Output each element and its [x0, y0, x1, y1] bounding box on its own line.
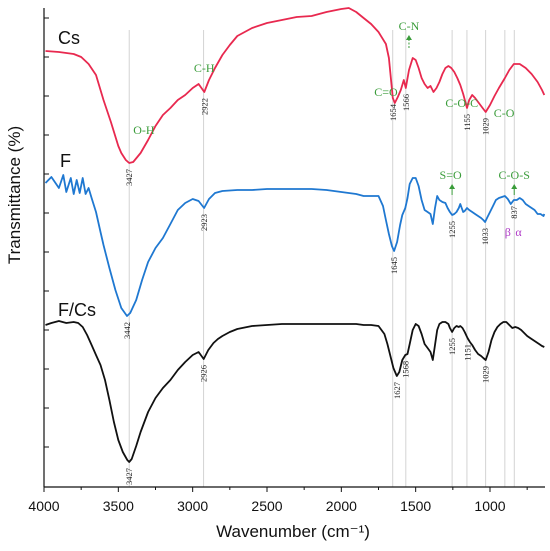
- peak-label-f-3442: 3442: [122, 322, 132, 339]
- series-label-fcs: F/Cs: [58, 300, 96, 320]
- x-tick-label-3000: 3000: [177, 498, 208, 514]
- y-axis-title: Transmittance (%): [5, 126, 24, 264]
- peak-label-f-1645: 1645: [389, 257, 399, 274]
- x-ticks: 4000 3500 3000 2500 2000 1500 1000: [28, 487, 528, 514]
- group-label-c-o-s: C-O-S: [499, 168, 530, 182]
- peak-label-f-cs-3427: 3427: [124, 468, 134, 485]
- group-label-o-h: O-H: [133, 123, 155, 137]
- greek-label-beta: β: [505, 225, 511, 239]
- group-arrowhead: [449, 184, 456, 189]
- group-arrowhead: [405, 35, 412, 40]
- peak-label-f-2923: 2923: [199, 214, 209, 231]
- group-label-c-n: C-N: [399, 19, 420, 33]
- peak-label-f-cs-1568: 1568: [401, 361, 411, 378]
- greek-label-alpha: α: [515, 225, 522, 239]
- series-label-f: F: [60, 151, 71, 171]
- peak-label-f-837: 837: [509, 206, 519, 219]
- peak-label-cs-1654: 1654: [388, 103, 398, 121]
- peak-label-f-cs-1627: 1627: [392, 382, 402, 399]
- group-label-s-o: S=O: [440, 168, 462, 182]
- peak-label-cs-3427: 3427: [124, 169, 134, 186]
- peak-label-f-cs-1029: 1029: [481, 366, 491, 383]
- x-axis-title: Wavenumber (cm⁻¹): [216, 522, 370, 541]
- peak-label-f-cs-2926: 2926: [199, 365, 209, 382]
- peak-label-cs-2922: 2922: [199, 98, 209, 115]
- group-label-c-h: C-H: [194, 61, 215, 75]
- group-label-c-o: C=O: [374, 85, 398, 99]
- x-tick-label-4000: 4000: [28, 498, 59, 514]
- peak-label-f-1033: 1033: [480, 228, 490, 245]
- peak-label-cs-1155: 1155: [462, 114, 472, 131]
- x-tick-label-1500: 1500: [400, 498, 431, 514]
- x-tick-label-2000: 2000: [326, 498, 357, 514]
- group-label-c-o: C-O: [494, 106, 515, 120]
- peak-label-cs-1029: 1029: [481, 118, 491, 135]
- x-tick-label-1000: 1000: [474, 498, 505, 514]
- y-tick-marks: [44, 17, 49, 448]
- peak-label-f-cs-1255: 1255: [447, 338, 457, 355]
- series-line-f: [44, 174, 546, 317]
- series-line-cs: [45, 7, 546, 164]
- axes: [43, 8, 545, 488]
- series-label-cs: Cs: [58, 28, 80, 48]
- x-tick-label-3500: 3500: [103, 498, 134, 514]
- peak-label-cs-1566: 1566: [401, 94, 411, 111]
- spectra-lines: [44, 7, 546, 463]
- peak-label-f-cs-1151: 1151: [463, 344, 473, 361]
- series-line-f-cs: [45, 320, 545, 463]
- group-arrowhead: [511, 184, 518, 189]
- x-tick-label-2500: 2500: [251, 498, 282, 514]
- group-label-c-o-c: C-O-C: [445, 96, 478, 110]
- peak-label-f-1255: 1255: [447, 221, 457, 238]
